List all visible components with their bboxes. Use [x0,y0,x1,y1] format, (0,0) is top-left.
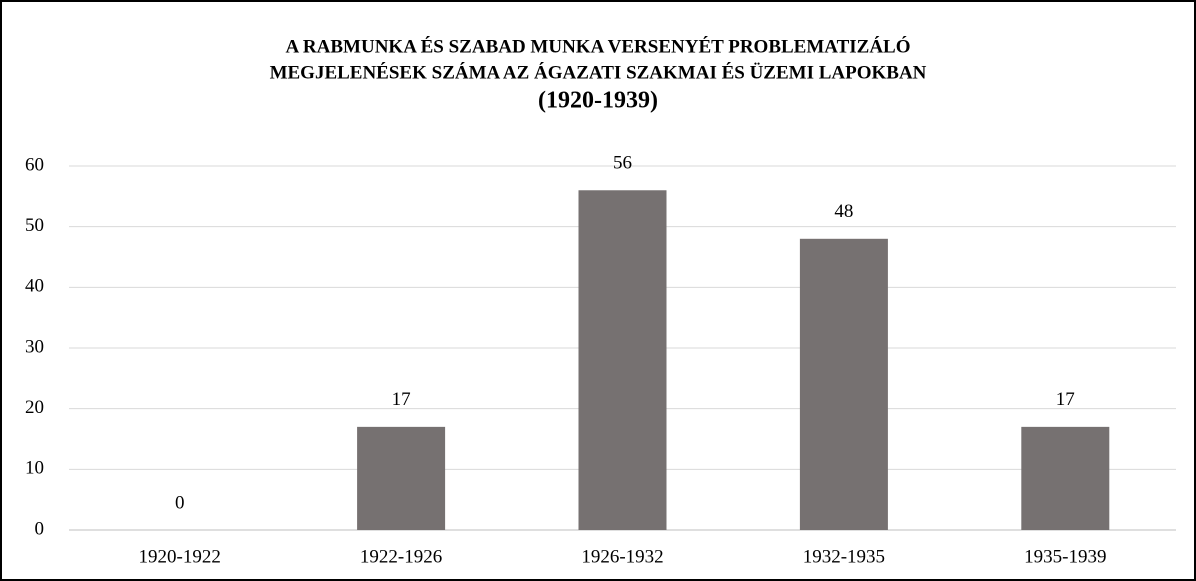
x-tick-label: 1926-1932 [581,546,663,567]
data-label: 48 [834,201,853,222]
x-tick-label: 1932-1935 [803,546,885,567]
data-label: 56 [613,153,632,174]
bar [578,190,667,530]
bar [799,238,888,531]
y-tick-label: 60 [25,154,44,175]
chart-title: A RABMUNKA ÉS SZABAD MUNKA VERSENYÉT PRO… [286,35,911,57]
y-tick-label: 10 [25,458,44,479]
data-label: 17 [1056,389,1075,410]
x-tick-label: 1922-1926 [360,546,442,567]
bar [1021,426,1110,530]
y-tick-label: 40 [25,276,44,297]
chart-title: (1920-1939) [538,88,658,114]
chart-title: MEGJELENÉSEK SZÁMA AZ ÁGAZATI SZAKMAI ÉS… [270,61,927,83]
data-label: 0 [175,492,185,513]
x-tick-label: 1920-1922 [139,546,221,567]
y-tick-label: 50 [25,215,44,236]
data-label: 17 [392,389,411,410]
x-tick-label: 1935-1939 [1024,546,1106,567]
y-tick-label: 30 [25,336,44,357]
y-tick-label: 0 [35,518,45,539]
bar [357,426,446,530]
y-tick-label: 20 [25,397,44,418]
